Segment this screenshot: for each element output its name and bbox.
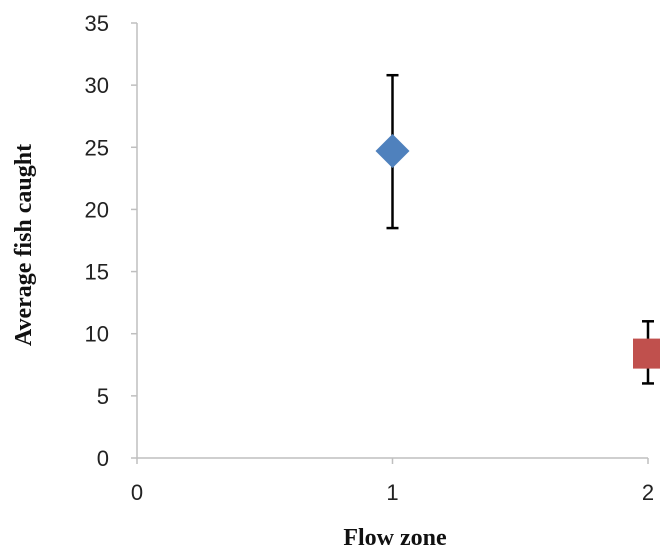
data-point-square bbox=[633, 338, 660, 369]
y-tick-label: 15 bbox=[85, 260, 109, 285]
y-tick-label: 20 bbox=[85, 197, 109, 222]
y-tick-label: 30 bbox=[85, 73, 109, 98]
x-axis-title: Flow zone bbox=[343, 525, 447, 550]
y-tick-label: 35 bbox=[85, 11, 109, 36]
x-axis-ticks: 0 1 2 bbox=[131, 458, 654, 505]
x-tick-label: 1 bbox=[386, 480, 398, 505]
y-tick-label: 10 bbox=[85, 322, 109, 347]
data-point-diamond bbox=[375, 134, 410, 169]
y-axis-title: Average fish caught bbox=[11, 144, 37, 346]
y-tick-label: 0 bbox=[97, 446, 109, 471]
y-tick-label: 5 bbox=[97, 384, 109, 409]
x-tick-label: 2 bbox=[642, 480, 654, 505]
x-tick-label: 0 bbox=[131, 480, 143, 505]
y-tick-label: 25 bbox=[85, 135, 109, 160]
y-axis-ticks: 0 5 10 15 20 25 30 35 bbox=[85, 11, 137, 471]
data-points bbox=[375, 73, 660, 385]
